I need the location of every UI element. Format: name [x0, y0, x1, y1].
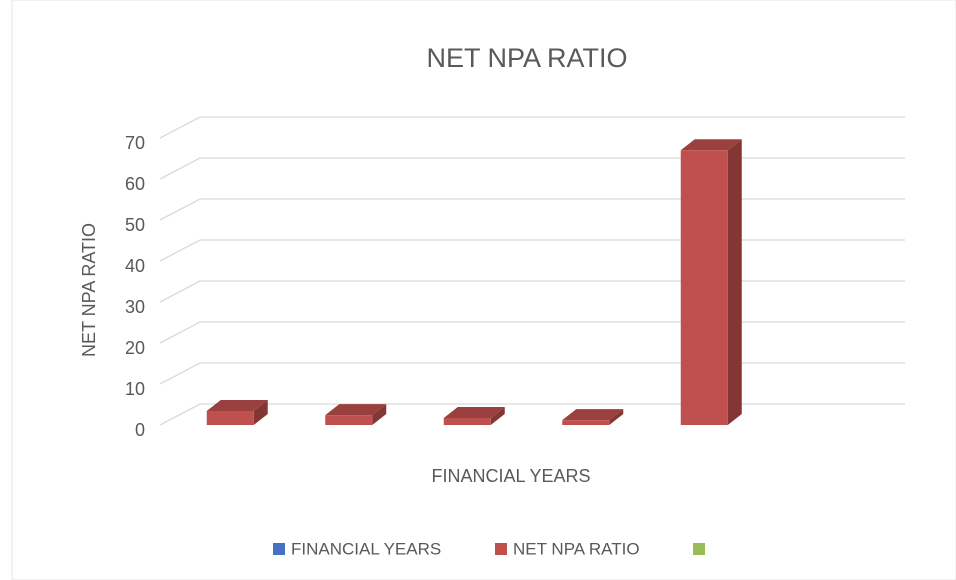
bar-side	[727, 139, 742, 426]
legend-label: NET NPA RATIO	[513, 539, 640, 558]
legend-swatch	[495, 543, 507, 555]
bar-front	[325, 415, 373, 425]
y-tick-label: 0	[135, 420, 145, 440]
bar	[325, 404, 387, 425]
bar	[562, 409, 624, 425]
bar-top	[680, 139, 742, 151]
bar-front	[562, 420, 610, 425]
bar-front	[680, 150, 728, 426]
x-axis-title: FINANCIAL YEARS	[431, 466, 590, 486]
bar	[206, 400, 268, 425]
grid-line	[159, 239, 905, 262]
grid-line	[159, 403, 905, 426]
bar-top	[443, 407, 505, 419]
y-tick-label: 40	[125, 256, 145, 276]
grid-line	[159, 362, 905, 385]
bar-top	[206, 400, 268, 412]
bar-side	[490, 407, 505, 425]
bar	[443, 407, 505, 425]
grid-line	[159, 280, 905, 303]
y-tick-label: 10	[125, 379, 145, 399]
bar	[680, 139, 742, 426]
y-axis-title: NET NPA RATIO	[79, 223, 99, 357]
bar-side	[372, 404, 387, 425]
bar-top	[562, 409, 624, 421]
chart-title: NET NPA RATIO	[426, 43, 627, 73]
legend-label: FINANCIAL YEARS	[291, 539, 441, 558]
bar-front	[206, 411, 254, 425]
y-tick-label: 20	[125, 338, 145, 358]
bar-front	[443, 418, 491, 425]
grid-line	[159, 321, 905, 344]
grid-line	[159, 198, 905, 221]
legend-swatch	[273, 543, 285, 555]
bar-side	[609, 409, 624, 425]
y-tick-label: 30	[125, 297, 145, 317]
bar-side	[253, 400, 268, 425]
y-tick-label: 50	[125, 215, 145, 235]
bar-top	[325, 404, 387, 416]
grid-line	[159, 116, 905, 139]
grid-line	[159, 157, 905, 180]
legend-swatch	[693, 543, 705, 555]
chart-frame	[11, 0, 956, 580]
y-tick-label: 60	[125, 174, 145, 194]
y-tick-label: 70	[125, 133, 145, 153]
